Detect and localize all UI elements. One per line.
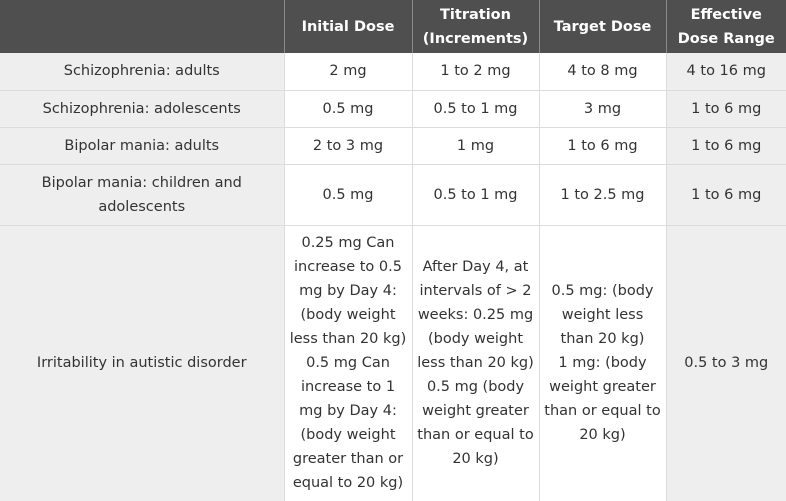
effective-range-cell: 0.5 to 3 mg [666, 225, 786, 501]
indication-cell: Schizophrenia: adults [0, 53, 285, 91]
header-initial-dose: Initial Dose [284, 0, 413, 53]
titration-cell: 1 mg [412, 127, 540, 165]
effective-range-cell: 4 to 16 mg [666, 53, 786, 91]
target-dose-cell: 1 to 6 mg [539, 127, 667, 165]
header-titration: Titration (Increments) [412, 0, 540, 53]
table-row: Schizophrenia: adults 2 mg 1 to 2 mg 4 t… [0, 53, 786, 91]
initial-dose-line-over-20kg: 0.5 mg Can increase to 1 mg by Day 4: (b… [292, 355, 404, 492]
header-effective-dose-range: Effective Dose Range [666, 0, 786, 53]
titration-cell: 1 to 2 mg [412, 53, 540, 91]
initial-dose-cell: 2 mg [284, 53, 413, 91]
target-dose-line-over-20kg: 1 mg: (body weight greater than or equal… [544, 355, 661, 444]
target-dose-cell: 1 to 2.5 mg [539, 164, 667, 226]
titration-cell: 0.5 to 1 mg [412, 164, 540, 226]
table-row: Bipolar mania: children and adolescents … [0, 164, 786, 226]
indication-cell: Irritability in autistic disorder [0, 225, 285, 501]
indication-cell: Bipolar mania: children and adolescents [0, 164, 285, 226]
initial-dose-cell: 0.5 mg [284, 164, 413, 226]
indication-cell: Bipolar mania: adults [0, 127, 285, 165]
titration-cell: 0.5 to 1 mg [412, 90, 540, 128]
table-row: Schizophrenia: adolescents 0.5 mg 0.5 to… [0, 90, 786, 128]
table-row: Bipolar mania: adults 2 to 3 mg 1 mg 1 t… [0, 127, 786, 165]
target-dose-cell: 3 mg [539, 90, 667, 128]
effective-range-cell: 1 to 6 mg [666, 90, 786, 128]
initial-dose-cell: 0.25 mg Can increase to 0.5 mg by Day 4:… [284, 225, 413, 501]
titration-line-over-20kg: 0.5 mg (body weight greater than or equa… [417, 379, 534, 468]
indication-cell: Schizophrenia: adolescents [0, 90, 285, 128]
titration-line-under-20kg: After Day 4, at intervals of > 2 weeks: … [417, 259, 534, 372]
header-row: Initial Dose Titration (Increments) Targ… [0, 0, 786, 53]
effective-range-cell: 1 to 6 mg [666, 127, 786, 165]
titration-cell: After Day 4, at intervals of > 2 weeks: … [412, 225, 540, 501]
effective-range-cell: 1 to 6 mg [666, 164, 786, 226]
header-target-dose: Target Dose [539, 0, 667, 53]
table-row: Irritability in autistic disorder 0.25 m… [0, 225, 786, 501]
target-dose-line-under-20kg: 0.5 mg: (body weight less than 20 kg) [551, 283, 654, 348]
initial-dose-line-under-20kg: 0.25 mg Can increase to 0.5 mg by Day 4:… [289, 235, 407, 348]
header-indication [0, 0, 285, 53]
target-dose-cell: 0.5 mg: (body weight less than 20 kg) 1 … [539, 225, 667, 501]
initial-dose-cell: 0.5 mg [284, 90, 413, 128]
initial-dose-cell: 2 to 3 mg [284, 127, 413, 165]
target-dose-cell: 4 to 8 mg [539, 53, 667, 91]
